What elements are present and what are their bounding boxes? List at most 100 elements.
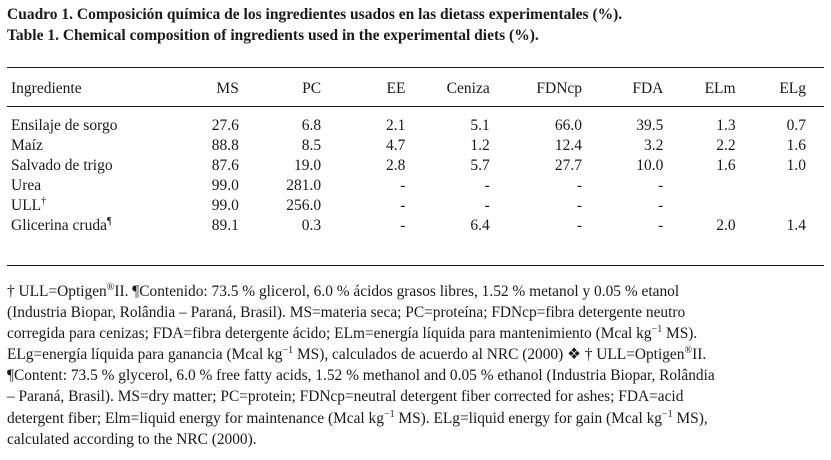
footnote-text: † ULL=Optigen: [7, 283, 107, 300]
cell-ceniza: -: [484, 197, 490, 214]
cell-elg: 1.4: [786, 217, 806, 234]
cell-elg: 1.6: [786, 137, 806, 154]
cell-ee: 4.7: [386, 137, 406, 154]
cell-elm: [663, 196, 735, 216]
footnote-text: MS). ELg=liquid energy for gain (Mcal kg: [394, 409, 662, 427]
ingredient-name: Salvado de trigo: [7, 156, 167, 176]
cell-ms: 99.0: [211, 197, 239, 214]
cell-fdncp: -: [576, 197, 583, 214]
cell-fdncp: 12.4: [554, 137, 583, 154]
cell-fda: -: [658, 197, 664, 214]
footnote-line: (Industria Biopar, Rolândia – Paraná, Br…: [7, 302, 827, 323]
footnote-superscript: −1: [383, 408, 395, 420]
footnote-superscript: ®: [106, 281, 115, 293]
ingredient-name: Ensilaje de sorgo: [7, 116, 167, 136]
col-header-pc: PC: [302, 80, 322, 97]
footnote-superscript: −1: [282, 345, 294, 357]
cell-pc: 256.0: [286, 197, 322, 214]
footnotes: † ULL=Optigen®II. ¶Contenido: 73.5 % gli…: [7, 281, 827, 450]
footnote-text: corregida para cenizas; FDA=fibra deterg…: [7, 325, 652, 343]
footnote-line: – Paraná, Brasil). MS=dry matter; PC=pro…: [7, 386, 827, 407]
cell-elg: 0.7: [786, 117, 806, 134]
cell-ee: 2.1: [386, 117, 406, 134]
footnote-text: ¶Content: 73.5 % glycerol, 6.0 % free fa…: [7, 367, 715, 385]
ingredient-label: Maíz: [11, 137, 43, 154]
cell-ceniza: 5.7: [470, 157, 490, 174]
ingredient-label: Glicerina cruda: [11, 217, 107, 234]
col-header-elg: ELg: [779, 80, 806, 97]
cell-ms: 89.1: [211, 217, 239, 234]
cell-elm: 1.3: [716, 117, 736, 134]
bottom-rule: [7, 265, 824, 266]
footnote-text: II. ¶Contenido: 73.5 % glicerol, 6.0 % á…: [114, 283, 680, 300]
footnote-line: ELg=energía líquida para ganancia (Mcal …: [7, 344, 827, 365]
cell-pc: 0.3: [301, 217, 322, 234]
top-rule: [7, 67, 824, 68]
ingredient-name: Maíz: [7, 136, 167, 156]
table-body: Ensilaje de sorgo 27.6 6.8 2.1 5.1 66.0 39.5 1.…: [7, 102, 824, 236]
cell-pc: 8.5: [301, 137, 322, 154]
ingredient-label: ULL: [11, 197, 42, 214]
ingredient-label: Urea: [11, 177, 42, 194]
caption-english: Table 1. Chemical composition of ingredi…: [7, 27, 539, 44]
composition-table: Ingrediente MS PC EE Ceniza FDNcp FDA EL…: [7, 76, 824, 236]
footnote-superscript: −1: [662, 408, 673, 420]
cell-elg: [736, 176, 824, 196]
cell-ee: -: [400, 177, 406, 194]
col-header-ingrediente: Ingrediente: [11, 80, 82, 97]
cell-fda: 10.0: [636, 157, 664, 174]
caption-spanish: Cuadro 1. Composición química de los ing…: [7, 6, 623, 23]
footnote-text: (Industria Biopar, Rolândia – Paraná, Br…: [7, 304, 686, 322]
cell-fda: 39.5: [636, 117, 664, 134]
cell-elm: 1.6: [716, 157, 736, 174]
spacer-row: [7, 102, 824, 116]
cell-fdncp: 66.0: [554, 117, 583, 134]
cell-ee: -: [400, 197, 406, 214]
cell-ms: 87.6: [211, 157, 239, 174]
cell-ms: 99.0: [211, 177, 239, 194]
cell-elm: [663, 176, 735, 196]
table-row: Glicerina cruda¶ 89.1 0.3 - 6.4 - - 2.0 1.4: [7, 216, 824, 236]
cell-pc: 19.0: [294, 157, 322, 174]
cell-elg: [736, 196, 824, 216]
col-header-ceniza: Ceniza: [446, 80, 490, 97]
footnote-text: detergent fiber; Elm=liquid energy for m…: [7, 409, 384, 427]
cell-elg: 1.0: [786, 157, 806, 174]
cell-elm: 2.0: [716, 217, 736, 234]
table-row: Salvado de trigo 87.6 19.0 2.8 5.7 27.7 10.0 1.…: [7, 156, 824, 176]
cell-fda: -: [658, 177, 664, 194]
cell-elm: 2.2: [716, 137, 736, 154]
cell-fdncp: 27.7: [554, 157, 583, 174]
col-header-fdncp: FDNcp: [536, 80, 583, 97]
col-header-elm: ELm: [704, 80, 736, 97]
footnote-text: MS).: [662, 325, 698, 343]
cell-ceniza: -: [484, 177, 490, 194]
footnote-line: detergent fiber; Elm=liquid energy for m…: [7, 408, 827, 429]
footnote-line: † ULL=Optigen®II. ¶Contenido: 73.5 % gli…: [7, 281, 827, 302]
cell-fda: -: [658, 217, 664, 234]
cell-pc: 6.8: [301, 117, 322, 134]
table-row: Maíz 88.8 8.5 4.7 1.2 12.4 3.2 2.2 1.6: [7, 136, 824, 156]
col-header-fda: FDA: [632, 80, 664, 97]
ingredient-name: ULL†: [7, 196, 167, 216]
table-row: Urea 99.0 281.0 - - - -: [7, 176, 824, 196]
footnote-line: ¶Content: 73.5 % glycerol, 6.0 % free fa…: [7, 365, 827, 386]
footnote-text: ELg=energía líquida para ganancia (Mcal …: [7, 346, 283, 364]
footnote-text: II.: [692, 346, 707, 364]
cell-ee: -: [400, 217, 406, 234]
cell-ceniza: 6.4: [470, 217, 490, 234]
cell-fdncp: -: [576, 217, 583, 234]
col-header-ee: EE: [386, 80, 406, 97]
table-row: Ensilaje de sorgo 27.6 6.8 2.1 5.1 66.0 39.5 1.…: [7, 116, 824, 136]
footnote-marker: †: [41, 195, 47, 207]
cell-fdncp: -: [576, 177, 583, 194]
table-caption: Cuadro 1. Composición química de los ing…: [7, 4, 825, 46]
footnote-superscript: ®: [684, 345, 693, 357]
cell-fda: 3.2: [643, 137, 664, 154]
footnote-text: – Paraná, Brasil). MS=dry matter; PC=pro…: [7, 388, 684, 406]
ingredient-name: Urea: [7, 176, 167, 196]
header-rule: [7, 106, 824, 107]
cell-ms: 27.6: [211, 117, 239, 134]
cell-ms: 88.8: [211, 137, 239, 154]
ingredient-name: Glicerina cruda¶: [7, 216, 167, 236]
